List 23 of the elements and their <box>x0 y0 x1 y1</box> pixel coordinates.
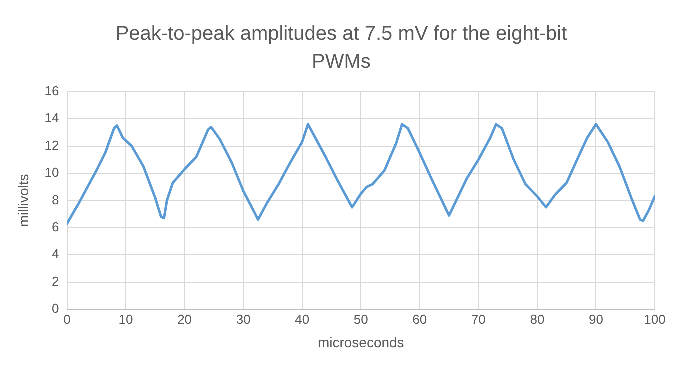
x-tick-label: 40 <box>295 312 310 327</box>
y-axis-title: millivolts <box>15 174 32 228</box>
x-tick-label: 60 <box>412 312 428 327</box>
y-tick-label: 14 <box>44 110 60 126</box>
x-tick-label: 20 <box>178 312 192 327</box>
y-tick-label: 10 <box>44 165 60 180</box>
y-tick-label: 6 <box>52 220 60 235</box>
x-tick-label: 10 <box>118 312 134 327</box>
x-tick-label: 90 <box>588 312 604 327</box>
x-tick-label: 100 <box>644 312 666 327</box>
x-axis-title: microseconds <box>318 334 404 350</box>
chart-title: Peak-to-peak amplitudes at 7.5 mV for the eight-bit PWMs <box>114 22 568 75</box>
y-tick-label: 4 <box>52 246 60 262</box>
x-tick-label: 80 <box>530 312 545 327</box>
x-tick-label: 50 <box>354 312 368 327</box>
x-tick-label: 70 <box>471 312 486 327</box>
y-tick-label: 16 <box>44 83 60 98</box>
y-tick-label: 12 <box>44 138 60 153</box>
y-tick-label: 2 <box>52 274 60 289</box>
y-tick-label: 0 <box>52 301 60 316</box>
y-tick-label: 8 <box>52 192 60 208</box>
x-tick-label: 30 <box>236 312 251 327</box>
x-tick-label: 0 <box>64 312 71 327</box>
